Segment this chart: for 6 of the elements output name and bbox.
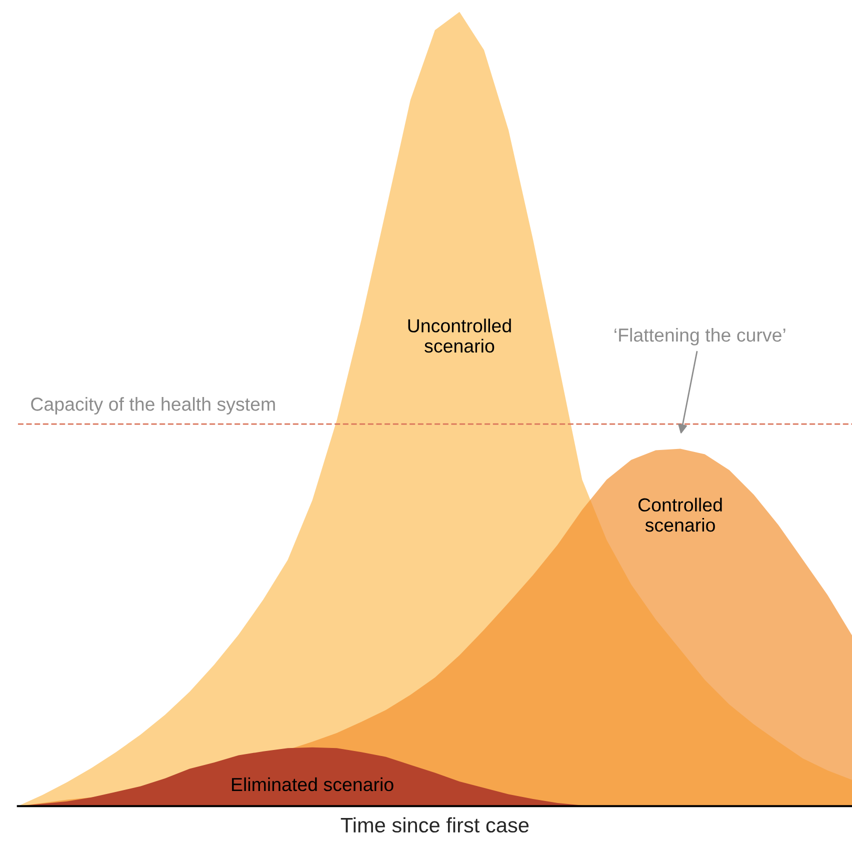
x-axis-title: Time since first case xyxy=(340,817,529,833)
series-label: Eliminated scenario xyxy=(232,777,394,792)
ref-line-label: Capacity of the health system xyxy=(31,397,275,415)
series-label: Uncontrolled scenario xyxy=(408,318,511,353)
annotation: ‘Flattening the curve’ xyxy=(614,328,786,346)
series-label: Controlled scenario xyxy=(638,498,722,532)
